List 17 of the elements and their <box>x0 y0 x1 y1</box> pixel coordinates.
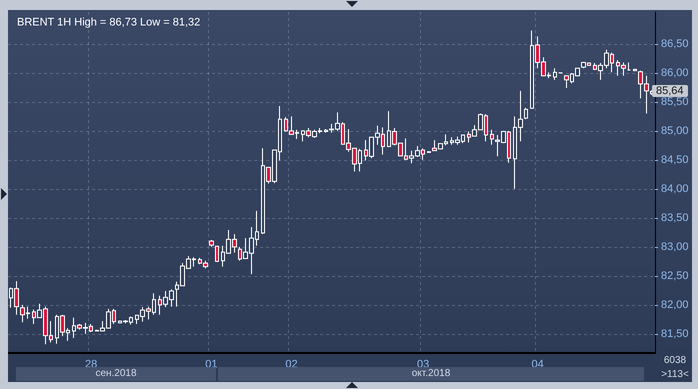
y-tick-label: 82,50 <box>661 270 689 282</box>
y-tick-label: 84,50 <box>661 154 689 166</box>
y-tick-label: 86,50 <box>661 38 689 50</box>
text: 6038 <box>662 354 688 368</box>
y-tick-label: 81,50 <box>661 328 689 340</box>
chart-title: BRENT 1H High = 86,73 Low = 81,32 <box>17 16 200 28</box>
y-tick-label: 85,50 <box>661 96 689 108</box>
y-tick-label: 86,00 <box>661 66 689 79</box>
y-tick-label: 82,00 <box>661 298 689 311</box>
text: 85,64 <box>652 84 688 97</box>
y-tick-label: 85,00 <box>661 124 689 137</box>
y-tick-label: 83,00 <box>661 240 689 253</box>
text: сен.2018 <box>95 368 137 379</box>
text: >113< <box>660 368 690 382</box>
y-tick-label: 83,50 <box>661 212 689 224</box>
text: окт.2018 <box>412 368 450 379</box>
y-tick-label: 84,00 <box>661 182 689 195</box>
